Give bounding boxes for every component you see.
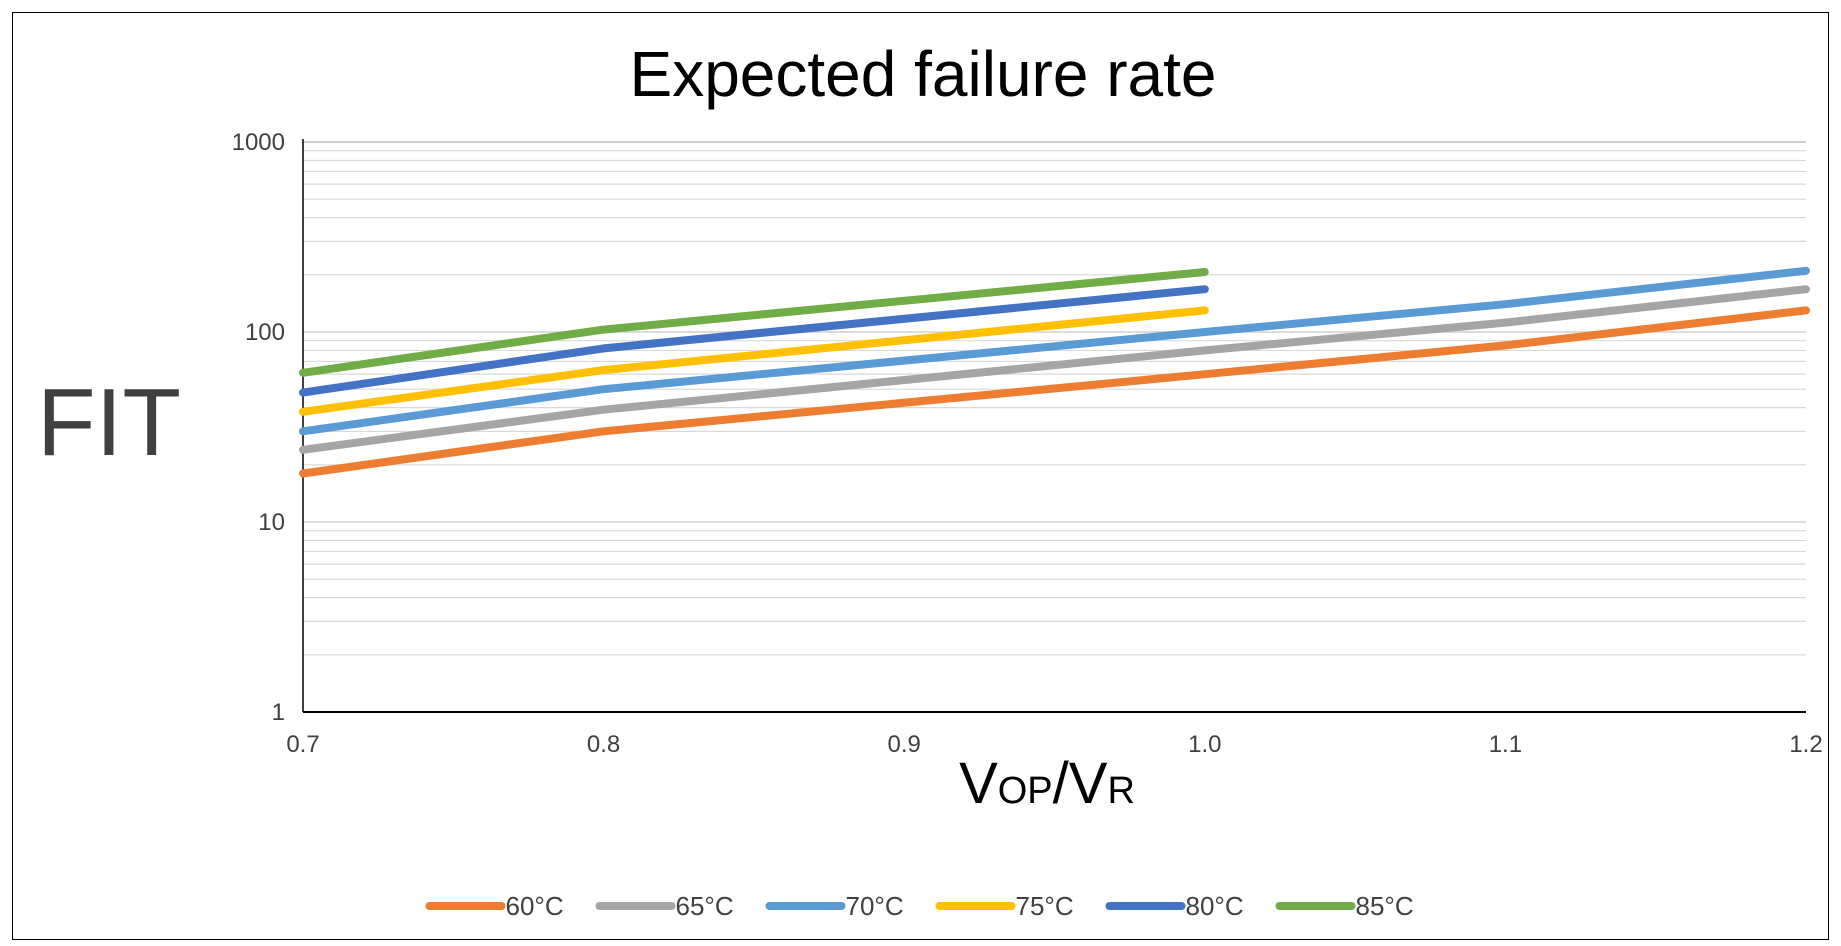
series-line bbox=[299, 285, 1810, 454]
x-axis-label-sub1: OP bbox=[998, 770, 1053, 812]
series-lines bbox=[299, 266, 1810, 478]
y-tick-label: 10 bbox=[258, 509, 285, 536]
y-tick-label: 1 bbox=[272, 699, 285, 726]
x-tick-label: 1.2 bbox=[1789, 731, 1822, 758]
x-tick-label: 0.8 bbox=[587, 731, 620, 758]
legend-label: 80°C bbox=[1186, 891, 1244, 921]
axes bbox=[302, 139, 1806, 713]
legend-label: 60°C bbox=[506, 891, 564, 921]
x-axis-label: VOP/VR bbox=[959, 751, 1135, 816]
legend-item: 85°C bbox=[1275, 891, 1414, 921]
x-axis-label-sep: /V bbox=[1053, 751, 1108, 816]
legend: 60°C 65°C 70°C 75°C 80°C 85°C bbox=[425, 891, 1414, 921]
x-axis-label-sub2: R bbox=[1107, 770, 1134, 812]
series-line bbox=[299, 285, 1209, 397]
y-tick-label: 100 bbox=[245, 319, 285, 346]
legend-item: 80°C bbox=[1105, 891, 1244, 921]
y-tick-label: 1000 bbox=[232, 129, 285, 156]
x-tick-label: 0.7 bbox=[286, 731, 319, 758]
y-axis-label: FIT bbox=[37, 369, 181, 476]
legend-item: 65°C bbox=[595, 891, 734, 921]
x-tick-label: 0.9 bbox=[888, 731, 921, 758]
legend-label: 75°C bbox=[1016, 891, 1074, 921]
series-line bbox=[299, 306, 1209, 416]
legend-label: 85°C bbox=[1356, 891, 1414, 921]
series-line bbox=[299, 266, 1810, 436]
series-line bbox=[299, 306, 1810, 478]
tick-labels: 1 10 100 1000 0.7 0.8 0.9 1.0 1.1 1.2 bbox=[232, 129, 1823, 758]
legend-label: 65°C bbox=[676, 891, 734, 921]
chart-svg: Expected failure rate FIT VOP/VR 1101001… bbox=[37, 38, 1823, 921]
chart-frame: Expected failure rate FIT VOP/VR 1 10 100 1… bbox=[12, 12, 1829, 940]
x-tick-label: 1.1 bbox=[1489, 731, 1522, 758]
legend-item: 75°C bbox=[935, 891, 1074, 921]
x-axis-label-main: V bbox=[959, 751, 998, 816]
legend-item: 60°C bbox=[425, 891, 564, 921]
legend-label: 70°C bbox=[846, 891, 904, 921]
chart-title: Expected failure rate bbox=[630, 38, 1217, 110]
series-line bbox=[299, 268, 1209, 377]
x-tick-label: 1.0 bbox=[1188, 731, 1221, 758]
legend-item: 70°C bbox=[765, 891, 904, 921]
